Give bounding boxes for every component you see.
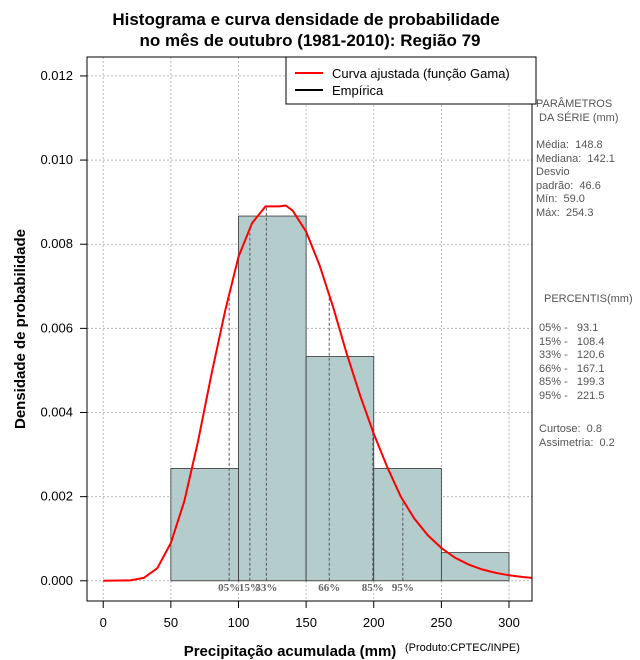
y-axis: 0.000 0.002 0.004 0.006 0.008 0.010 0.012 [40, 68, 87, 588]
histogram-bar [238, 215, 307, 582]
legend-empirical-label: Empírica [332, 83, 384, 98]
params-values: Média: 148.8 Mediana: 142.1 Desvio padrã… [536, 139, 615, 219]
y-tick-label: 0.002 [40, 489, 73, 504]
histogram-bar [170, 468, 239, 582]
histogram-bar [305, 356, 375, 582]
y-tick-label: 0.008 [40, 236, 73, 251]
y-tick-label: 0.004 [40, 405, 73, 420]
x-axis: 0 50 100 150 200 250 300 [100, 601, 520, 630]
x-tick-label: 100 [228, 615, 250, 630]
chart-title-line2: no mês de outubro (1981-2010): Região 79 [139, 31, 480, 50]
x-tick-label: 300 [498, 615, 520, 630]
chart-title-line1: Histograma e curva densidade de probabil… [112, 10, 499, 29]
gamma-curve-line [103, 204, 533, 582]
x-tick-label: 150 [295, 615, 317, 630]
y-tick-label: 0.010 [40, 152, 73, 167]
percentis-values: 05% - 93.1 15% - 108.4 33% - 120.6 66% -… [539, 322, 605, 402]
percentile-label: 95% [392, 582, 414, 594]
y-tick-label: 0.000 [40, 573, 73, 588]
percentile-label: 85% [362, 582, 384, 594]
gamma-curve [103, 204, 533, 582]
legend: Curva ajustada (função Gama) Empírica [285, 56, 537, 105]
legend-curve-label: Curva ajustada (função Gama) [332, 66, 510, 81]
percentis-title: PERCENTIS(mm) [544, 293, 633, 305]
histogram-bars [170, 215, 510, 582]
x-tick-label: 200 [363, 615, 385, 630]
percentile-label: 33% [255, 582, 277, 594]
percentile-label: 66% [318, 582, 340, 594]
x-tick-label: 50 [164, 615, 178, 630]
y-axis-label: Densidade de probabilidade [12, 229, 29, 429]
percentile-label: 05% [218, 582, 240, 594]
y-tick-label: 0.006 [40, 320, 73, 335]
shape-stats: Curtose: 0.8 Assimetria: 0.2 [539, 423, 615, 449]
x-tick-label: 0 [100, 615, 107, 630]
percentile-lines: 05%15%33% 66% 85% 95% [218, 206, 414, 594]
source-credit: (Produto:CPTEC/INPE) [405, 642, 520, 654]
x-tick-label: 250 [431, 615, 453, 630]
histogram-bar [373, 468, 442, 582]
percentile-label: 15% [239, 582, 261, 594]
x-axis-label: Precipitação acumulada (mm) [184, 643, 397, 660]
params-title: PARÂMETROS DA SÉRIE (mm) [536, 98, 619, 124]
legend-box [285, 56, 537, 105]
y-tick-label: 0.012 [40, 68, 73, 83]
